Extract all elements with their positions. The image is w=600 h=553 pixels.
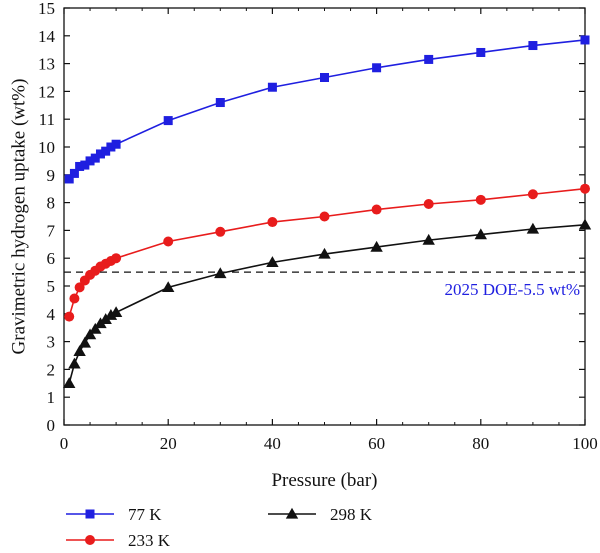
data-point	[371, 204, 382, 215]
data-point	[267, 217, 278, 228]
data-point	[424, 54, 434, 64]
data-point	[476, 47, 486, 57]
data-point	[320, 73, 329, 82]
data-point	[63, 377, 76, 388]
legend-label: 233 K	[128, 531, 171, 550]
data-point	[475, 194, 486, 205]
x-tick-label: 0	[60, 434, 69, 453]
data-point	[423, 198, 434, 209]
data-point	[527, 189, 538, 200]
x-tick-label: 60	[368, 434, 385, 453]
data-point	[75, 161, 85, 171]
y-tick-label: 7	[47, 221, 56, 240]
y-tick-label: 5	[47, 277, 56, 296]
x-tick-label: 20	[160, 434, 177, 453]
data-point	[73, 345, 86, 356]
data-point	[215, 226, 226, 237]
data-point	[80, 160, 90, 170]
y-tick-label: 12	[38, 82, 55, 101]
y-tick-label: 14	[38, 27, 56, 46]
data-point	[214, 267, 227, 279]
data-point	[78, 336, 92, 348]
data-point	[85, 156, 95, 166]
data-point	[109, 306, 123, 318]
x-tick-label: 40	[264, 434, 281, 453]
data-point	[101, 146, 111, 156]
y-axis-title: Gravimetric hydrogen uptake (wt%)	[9, 79, 30, 355]
data-point	[372, 63, 382, 73]
data-point	[474, 228, 487, 240]
data-point	[89, 322, 102, 334]
x-axis-title: Pressure (bar)	[271, 470, 377, 491]
data-point	[422, 233, 435, 245]
legend-label: 77 K	[128, 505, 162, 524]
x-tick-label: 100	[572, 434, 598, 453]
data-point	[215, 98, 225, 108]
data-point	[74, 282, 85, 293]
reference-layer: 2025 DOE-5.5 wt%	[64, 271, 585, 299]
series-233-k	[64, 183, 590, 322]
data-point	[267, 82, 277, 92]
data-point	[370, 240, 383, 252]
data-point	[318, 247, 331, 259]
data-point	[266, 256, 279, 268]
data-point	[95, 149, 105, 159]
y-tick-label: 1	[47, 388, 56, 407]
data-point	[111, 253, 122, 264]
data-point	[106, 142, 116, 152]
data-point	[69, 168, 79, 178]
series-line	[68, 39, 586, 180]
data-point	[104, 308, 118, 320]
y-tick-label: 13	[38, 55, 55, 74]
data-point	[64, 174, 74, 184]
legend: 77 K 233 K 298 K	[66, 505, 373, 550]
data-point	[528, 41, 538, 51]
y-tick-label: 8	[47, 194, 56, 213]
series-77-k	[64, 35, 590, 184]
data-point	[90, 153, 100, 163]
y-tick-label: 2	[47, 360, 56, 379]
data-point	[526, 222, 540, 234]
y-tick-label: 3	[47, 333, 56, 352]
doe-target-label: 2025 DOE-5.5 wt%	[444, 280, 580, 299]
legend-item: 77 K	[66, 505, 162, 524]
data-point	[83, 328, 97, 340]
y-tick-label: 9	[47, 166, 56, 185]
data-point	[69, 293, 80, 304]
data-point	[162, 281, 175, 293]
data-point	[319, 211, 330, 222]
legend-marker	[285, 507, 299, 519]
data-point	[111, 139, 121, 149]
series-layer	[63, 35, 592, 388]
y-tick-label: 6	[47, 249, 56, 268]
data-point	[68, 357, 81, 369]
data-point	[64, 311, 75, 322]
data-point	[163, 116, 173, 126]
data-point	[163, 236, 174, 247]
y-tick-label: 15	[38, 0, 55, 18]
x-tick-label: 80	[472, 434, 489, 453]
legend-marker	[85, 535, 95, 545]
data-point	[578, 218, 592, 230]
y-tick-label: 4	[47, 305, 56, 324]
y-tick-label: 11	[39, 110, 55, 129]
data-point	[580, 183, 590, 194]
legend-label: 298 K	[330, 505, 373, 524]
legend-item: 298 K	[268, 505, 373, 524]
series-298-k	[63, 218, 592, 388]
data-point	[580, 35, 590, 45]
legend-item: 233 K	[66, 531, 171, 550]
y-tick-label: 0	[47, 416, 56, 435]
y-tick-label: 10	[38, 138, 55, 157]
legend-marker	[85, 509, 95, 519]
